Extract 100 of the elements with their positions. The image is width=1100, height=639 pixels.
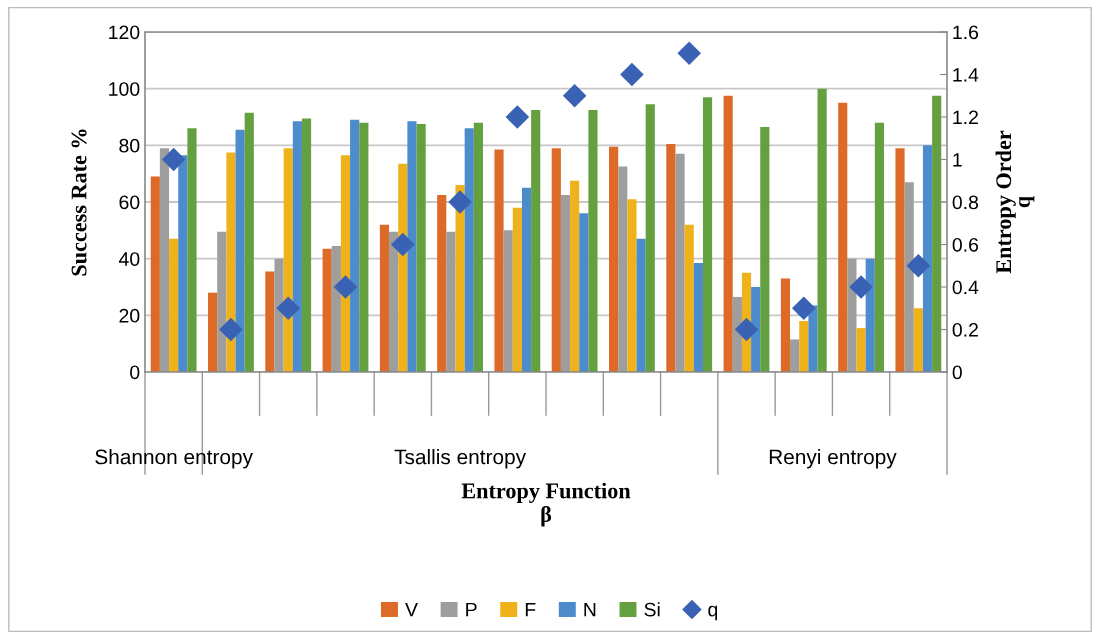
bar xyxy=(780,278,791,372)
bar xyxy=(350,119,360,372)
bar xyxy=(187,128,197,372)
y-tick-label: 80 xyxy=(119,138,140,153)
point xyxy=(219,318,243,341)
x-axis-title: Entropy Function β xyxy=(461,482,631,527)
text: Tsallis entropy xyxy=(394,448,527,469)
bar xyxy=(693,262,703,372)
bar xyxy=(922,145,933,372)
bar xyxy=(627,199,637,372)
y2-tick-label: 0 xyxy=(952,365,962,380)
point xyxy=(735,318,758,341)
bar xyxy=(723,95,733,372)
point xyxy=(276,296,300,320)
text: Renyi entropy xyxy=(769,448,897,469)
bar xyxy=(274,258,284,372)
bar xyxy=(904,182,914,372)
y-tick-label: 0 xyxy=(130,365,140,380)
bar xyxy=(895,148,905,372)
legend-label: Si xyxy=(644,602,660,617)
bar xyxy=(464,128,474,372)
bar xyxy=(856,328,866,372)
y-tick-label: 120 xyxy=(109,25,140,40)
legend-label: P xyxy=(466,602,477,617)
bar xyxy=(666,143,676,372)
bar xyxy=(389,231,399,372)
point xyxy=(906,254,930,278)
bar xyxy=(579,213,589,372)
bar xyxy=(645,104,655,372)
bar xyxy=(560,194,571,372)
y2-axis-title: Entropy Order q xyxy=(995,130,1035,274)
bar xyxy=(322,248,332,372)
bar xyxy=(379,224,390,372)
bar xyxy=(235,129,245,372)
bar xyxy=(178,155,188,372)
bar xyxy=(817,88,827,372)
legend-label: q xyxy=(708,605,718,621)
y2-tick-label: 0.6 xyxy=(952,237,979,252)
bar xyxy=(473,122,483,372)
bar xyxy=(159,148,170,372)
bar xyxy=(521,187,532,372)
bar xyxy=(847,258,857,372)
bar xyxy=(292,121,302,372)
y-tick-label: 100 xyxy=(109,82,140,96)
point xyxy=(849,275,873,299)
bar xyxy=(684,224,694,372)
bar xyxy=(609,146,619,372)
bar xyxy=(790,339,800,372)
bar xyxy=(874,122,884,372)
y2-tick-label: 0.2 xyxy=(952,322,978,337)
legend-label: N xyxy=(584,602,596,617)
point xyxy=(448,190,472,214)
bar xyxy=(636,238,646,372)
y2-tick-label: 1.6 xyxy=(953,25,979,40)
y2-tick-label: 1.2 xyxy=(953,110,978,125)
point xyxy=(334,275,357,299)
bar xyxy=(331,245,341,372)
bar xyxy=(932,95,942,372)
bar xyxy=(265,271,275,372)
bar xyxy=(244,112,254,372)
bar xyxy=(865,258,875,372)
y-tick-label: 20 xyxy=(119,308,140,323)
bar xyxy=(531,109,541,372)
y2-tick-label: 1.4 xyxy=(953,68,979,82)
bar xyxy=(512,207,522,372)
point xyxy=(505,105,529,129)
bar xyxy=(838,102,848,372)
bar xyxy=(301,118,312,372)
y-tick-label: 60 xyxy=(119,195,140,210)
bar xyxy=(217,231,227,372)
y-axis-title: Success Rate % xyxy=(71,129,87,276)
bar xyxy=(808,305,818,372)
point xyxy=(677,41,701,65)
legend-label: F xyxy=(525,602,536,617)
point xyxy=(563,84,587,108)
bar xyxy=(760,126,770,372)
bar xyxy=(503,230,513,372)
text: Shannon entropy xyxy=(95,448,253,469)
y2-tick-label: 0.4 xyxy=(952,280,979,295)
bar xyxy=(751,287,761,372)
y2-tick-label: 0.8 xyxy=(952,195,979,210)
bar xyxy=(169,238,179,372)
bar xyxy=(551,148,561,372)
bar xyxy=(618,166,628,372)
bar xyxy=(359,122,369,372)
y2-tick-label: 1 xyxy=(953,153,962,167)
point xyxy=(792,296,816,320)
bar xyxy=(588,109,598,372)
bar xyxy=(570,180,580,372)
point xyxy=(162,148,186,171)
legend-label: V xyxy=(405,602,418,617)
bar xyxy=(407,121,417,372)
bar xyxy=(799,321,809,372)
point xyxy=(620,63,644,86)
bar xyxy=(494,149,504,372)
bar xyxy=(455,185,465,372)
y-tick-label: 40 xyxy=(118,252,140,266)
bar xyxy=(732,296,742,372)
point xyxy=(391,233,415,256)
bar xyxy=(208,292,218,372)
